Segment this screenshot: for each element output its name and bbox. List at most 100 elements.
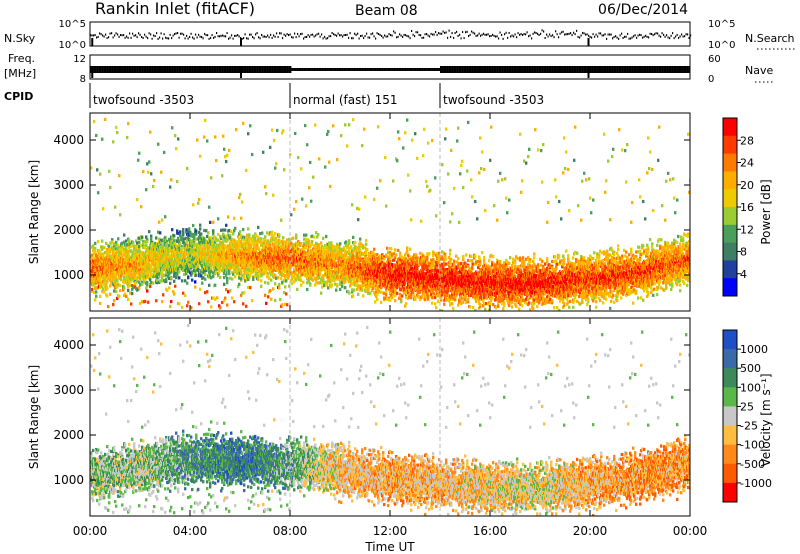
range-cell — [158, 220, 161, 224]
range-cell — [145, 235, 148, 239]
freq-sample — [306, 68, 308, 71]
nsky-sample — [646, 35, 648, 38]
freq-sample — [611, 66, 613, 73]
range-cell — [154, 252, 157, 257]
freq-sample — [571, 66, 573, 73]
range-cell — [203, 270, 206, 274]
freq-sample — [667, 66, 669, 73]
nsky-sample — [357, 32, 359, 35]
nsky-sample — [418, 34, 420, 37]
freq-sample — [156, 66, 158, 73]
range-cell — [161, 261, 164, 265]
range-cell — [98, 248, 101, 253]
range-cell — [240, 277, 243, 281]
freq-spike — [587, 66, 590, 78]
freq-sample — [592, 66, 594, 73]
nsky-sample — [519, 33, 521, 36]
nsky-sample — [313, 35, 315, 38]
nsky-sample — [445, 31, 447, 34]
freq-sample — [472, 66, 474, 73]
nsky-sample — [361, 34, 363, 37]
range-cell — [133, 244, 136, 248]
range-cell — [169, 185, 172, 189]
nsky-sample — [172, 34, 174, 37]
freq-sample — [303, 68, 306, 71]
nsky-sample — [403, 33, 405, 36]
range-cell — [116, 265, 119, 269]
range-cell — [142, 170, 145, 174]
range-cell — [138, 240, 141, 244]
range-cell — [170, 243, 173, 247]
freq-sample — [567, 66, 569, 73]
freq-sample — [103, 66, 106, 73]
nsky-sample — [487, 33, 489, 36]
nsky-sample — [529, 34, 531, 37]
range-cell — [196, 138, 199, 142]
range-cell — [178, 276, 181, 280]
freq-sample — [551, 66, 553, 73]
nsky-sample — [94, 34, 96, 37]
freq-sample — [121, 66, 123, 73]
freq-sample — [142, 66, 144, 73]
nsky-sample — [90, 34, 92, 37]
range-cell — [127, 252, 130, 256]
freq-sample — [651, 66, 653, 73]
nsky-sample — [322, 37, 324, 40]
range-cell — [99, 301, 102, 305]
freq-sample — [227, 66, 229, 73]
freq-sample — [593, 66, 596, 73]
freq-sample — [392, 68, 394, 71]
nsky-sample — [147, 37, 149, 40]
range-cell — [150, 264, 153, 268]
nsky-sample — [120, 34, 122, 37]
range-cell — [136, 198, 139, 202]
range-cell — [292, 236, 295, 240]
nsky-sample — [157, 37, 159, 40]
range-cell — [150, 237, 153, 241]
range-cell — [127, 288, 130, 293]
nsky-sample — [667, 36, 669, 39]
freq-sample — [648, 66, 651, 73]
nsky-sample — [160, 32, 162, 35]
nsky-sample — [364, 35, 366, 38]
freq-sample — [595, 66, 597, 73]
range-cell — [270, 297, 273, 301]
freq-sample — [202, 66, 204, 73]
range-cell — [101, 285, 104, 289]
range-cell — [186, 262, 189, 267]
range-cell — [186, 166, 189, 171]
range-cell — [125, 294, 128, 298]
freq-sample — [350, 68, 352, 71]
freq-sample — [388, 68, 391, 71]
freq-sample — [683, 66, 686, 73]
range-cell — [121, 241, 124, 245]
nsky-sample — [180, 32, 182, 35]
range-cell — [264, 235, 267, 239]
freq-sample — [566, 66, 568, 73]
freq-sample — [297, 68, 299, 71]
range-cell — [128, 239, 131, 243]
range-cell — [124, 292, 127, 296]
freq-sample — [133, 66, 136, 73]
range-cell — [102, 287, 105, 291]
range-cell — [92, 244, 95, 248]
freq-sample — [245, 66, 247, 73]
range-cell — [156, 250, 159, 254]
range-cell — [169, 246, 172, 251]
freq-sample — [627, 66, 629, 73]
freq-sample — [657, 66, 659, 73]
nsky-sample — [349, 32, 351, 35]
range-cell — [273, 138, 276, 142]
nsky-sample — [118, 35, 120, 38]
nsky-sample — [399, 33, 401, 36]
freq-sample — [603, 66, 606, 73]
nsky-sample — [243, 37, 245, 40]
range-cell — [278, 282, 281, 287]
freq-sample — [542, 66, 544, 73]
range-cell — [127, 285, 130, 289]
nsky-sample — [669, 37, 671, 40]
range-cell — [217, 217, 220, 221]
freq-sample — [418, 68, 421, 71]
range-cell — [122, 258, 125, 262]
nsky-sample — [547, 35, 549, 38]
